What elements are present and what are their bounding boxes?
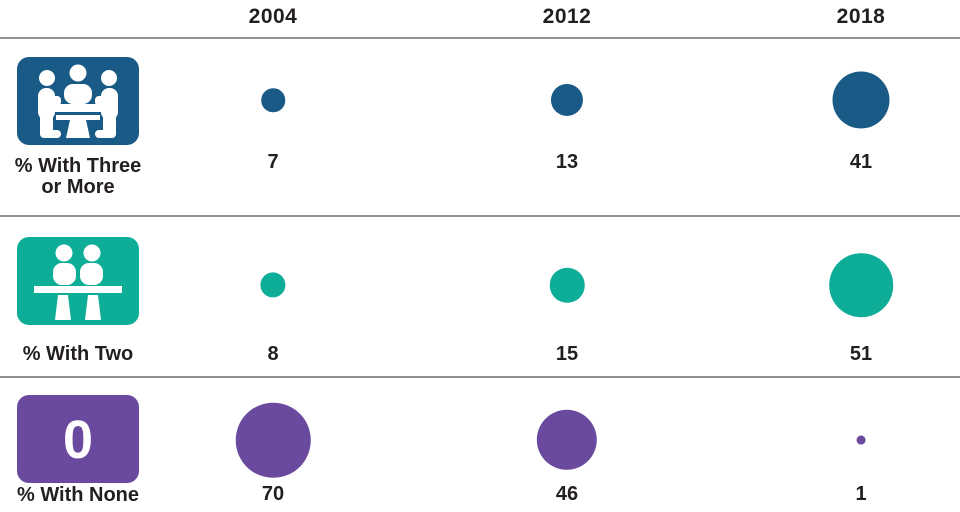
row-none-label-cell: 0 % With None — [0, 378, 139, 512]
bubble-none-2018 — [856, 435, 866, 445]
header-spacer — [0, 0, 126, 37]
data-cell: 41 — [714, 39, 960, 215]
data-cell: 1 — [714, 378, 960, 512]
row-label-two: % With Two — [0, 344, 156, 365]
row-none: 0 % With None 70 46 1 — [0, 376, 960, 512]
value-three-2018: 41 — [849, 151, 873, 173]
year-header-row: 2004 2012 2018 — [0, 0, 960, 37]
data-cell: 46 — [420, 378, 714, 512]
row-three-or-more-label-cell: % With Three or More — [0, 39, 141, 215]
value-none-2004: 70 — [261, 483, 285, 505]
bubble-none-2004 — [235, 402, 311, 478]
bubble-none-2012 — [536, 409, 598, 471]
row-label-line1: % With None — [16, 484, 140, 506]
zero-icon: 0 — [17, 395, 139, 483]
meeting-table-icon — [17, 57, 139, 145]
data-cell: 51 — [714, 217, 960, 376]
bubble-two-2004 — [260, 272, 286, 298]
bubble-three-2004 — [261, 88, 285, 112]
year-header-2012: 2012 — [542, 5, 592, 28]
bubble-two-2018 — [829, 253, 893, 317]
row-label-three-or-more: % With Three or More — [0, 156, 156, 198]
row-three-or-more: % With Three or More 7 13 41 — [0, 37, 960, 215]
year-header-2018: 2018 — [836, 5, 886, 28]
bubble-three-2012 — [550, 83, 584, 117]
data-cell: 70 — [126, 378, 420, 512]
bubble-three-2018 — [832, 71, 890, 129]
row-two: % With Two 8 15 51 — [0, 215, 960, 376]
value-none-2012: 46 — [555, 483, 579, 505]
row-label-line1: % With Three — [14, 155, 142, 177]
value-three-2012: 13 — [555, 151, 579, 173]
row-label-line1: % With Two — [22, 343, 134, 365]
data-cell: 15 — [420, 217, 714, 376]
row-label-none: % With None — [0, 485, 156, 506]
bubble-two-2012 — [549, 267, 585, 303]
data-cell: 13 — [420, 39, 714, 215]
value-two-2012: 15 — [555, 343, 579, 365]
value-three-2004: 7 — [267, 151, 279, 173]
zero-icon-glyph: 0 — [63, 410, 93, 470]
row-two-label-cell: % With Two — [0, 217, 139, 376]
value-two-2018: 51 — [849, 343, 873, 365]
value-two-2004: 8 — [267, 343, 279, 365]
value-none-2018: 1 — [855, 483, 867, 505]
two-people-counter-icon — [17, 237, 139, 325]
year-header-2004: 2004 — [248, 5, 298, 28]
row-label-line2: or More — [41, 176, 115, 198]
data-cell: 7 — [126, 39, 420, 215]
data-cell: 8 — [126, 217, 420, 376]
